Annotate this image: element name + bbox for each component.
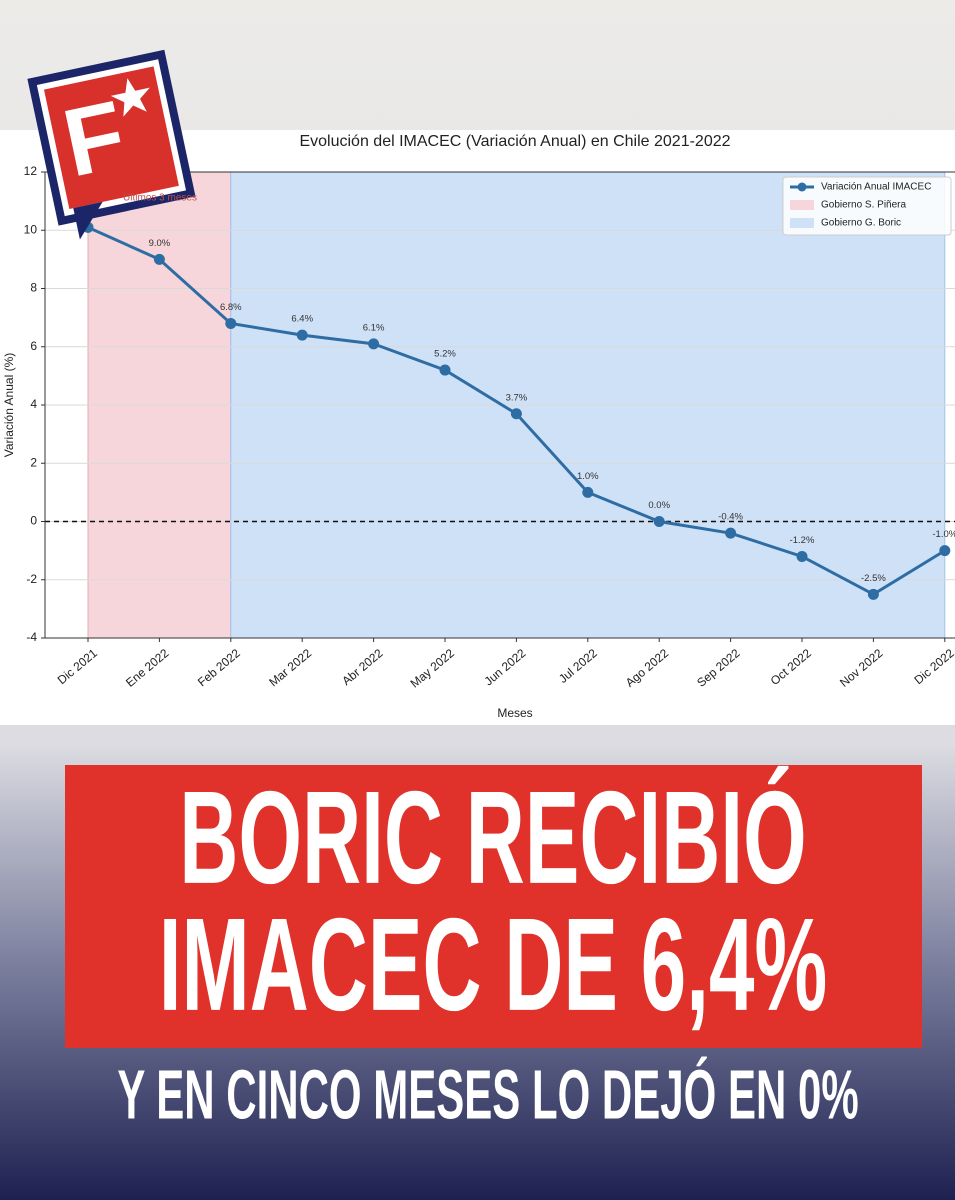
y-tick-label: 2	[30, 455, 37, 469]
data-point	[725, 527, 737, 539]
y-tick-label: 10	[24, 222, 38, 236]
data-point	[796, 550, 808, 562]
data-label: 9.0%	[149, 238, 171, 249]
logo-fill	[43, 66, 179, 209]
y-tick-label: 6	[30, 339, 37, 353]
x-axis-label: Meses	[497, 706, 532, 720]
data-label: 6.1%	[363, 322, 385, 333]
headline-box	[65, 765, 922, 1048]
legend-swatch	[790, 218, 814, 228]
y-tick-label: 4	[30, 397, 37, 411]
data-point	[510, 408, 522, 420]
data-label: -1.0%	[932, 529, 955, 540]
plot-area: 10.1%9.0%6.8%6.4%6.1%5.2%3.7%1.0%0.0%-0.…	[45, 172, 955, 638]
legend-label: Gobierno S. Piñera	[821, 200, 906, 211]
legend: Variación Anual IMACEC Gobierno S. Piñera…	[782, 176, 952, 236]
legend-label: Variación Anual IMACEC	[821, 182, 931, 193]
data-label: 3.7%	[506, 392, 528, 403]
data-point	[939, 545, 951, 557]
data-label: 6.4%	[291, 314, 313, 325]
data-label: 6.8%	[220, 302, 242, 313]
chart-title: Evolución del IMACEC (Variación Anual) e…	[299, 133, 730, 150]
data-label: -0.4%	[718, 512, 743, 523]
data-point	[225, 317, 237, 329]
y-tick-label: -4	[26, 630, 37, 644]
data-label: -2.5%	[861, 573, 886, 584]
headline-subtitle: Y EN CINCO MESES LO DEJÓ EN 0%	[117, 1057, 858, 1135]
data-label: 0.0%	[648, 500, 670, 511]
data-point	[439, 364, 451, 376]
data-label: 5.2%	[434, 349, 456, 360]
logo-tail	[73, 201, 103, 240]
data-label: -1.2%	[790, 535, 815, 546]
headline-line: BORIC RECIBIÓ	[179, 765, 806, 912]
y-tick-label: 12	[24, 164, 38, 178]
logo-star	[110, 78, 150, 117]
annotation: Últimos 3 meses	[123, 191, 197, 204]
data-point	[582, 486, 594, 498]
y-tick-label: -2	[26, 572, 37, 586]
y-tick-label: 0	[30, 514, 37, 528]
data-point	[867, 588, 879, 600]
data-point	[653, 516, 665, 527]
legend-marker	[797, 182, 807, 192]
logo: F	[27, 49, 196, 240]
data-label: 1.0%	[577, 471, 599, 482]
legend-label: Gobierno G. Boric	[821, 218, 901, 229]
data-point	[153, 253, 165, 265]
legend-box	[782, 176, 952, 236]
legend-swatch	[790, 200, 814, 210]
data-point	[368, 338, 380, 350]
data-point	[296, 329, 308, 341]
y-tick-label: 8	[30, 281, 37, 295]
y-axis-label: Variación Anual (%)	[2, 353, 16, 458]
headline-line: IMACEC DE 6,4%	[159, 892, 827, 1039]
